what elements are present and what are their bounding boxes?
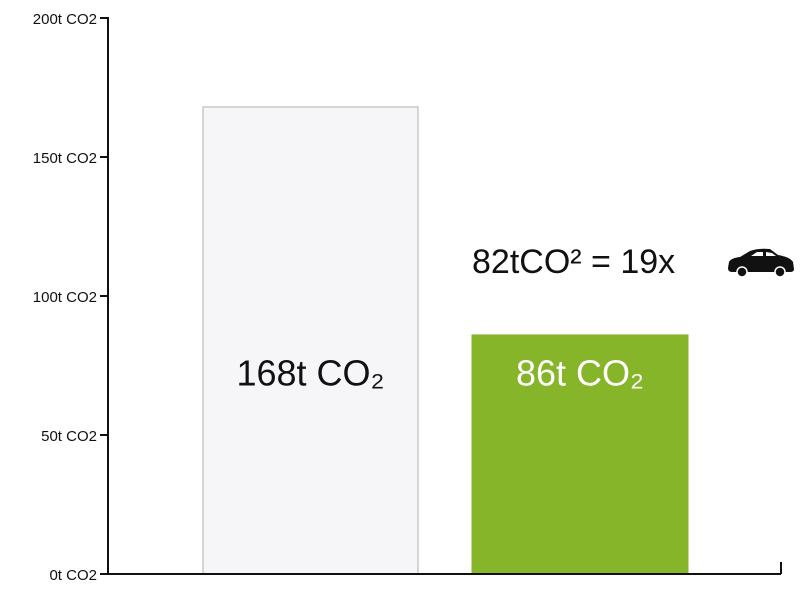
y-tick-label: 200t CO2 — [33, 11, 97, 28]
bar — [202, 106, 419, 575]
bar — [471, 334, 689, 575]
value-label: 86t CO₂ — [516, 353, 644, 394]
value-label: 168t CO₂ — [236, 353, 384, 394]
y-tick-label: 0t CO2 — [49, 567, 97, 584]
annotation: 82tCO² = 19x — [472, 243, 675, 281]
y-tick-label: 100t CO2 — [33, 289, 97, 306]
car-icon — [728, 248, 794, 278]
y-tick-label: 50t CO2 — [41, 428, 97, 445]
y-tick-label: 150t CO2 — [33, 150, 97, 167]
